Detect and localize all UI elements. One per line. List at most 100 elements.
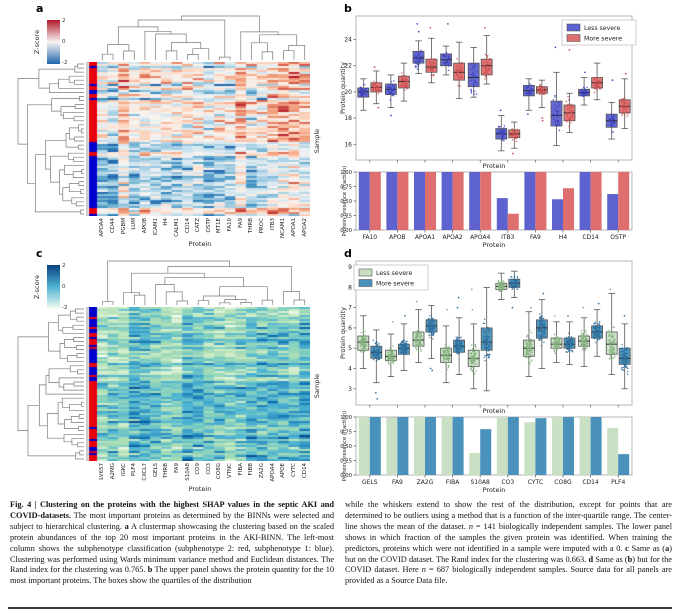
svg-text:FA9: FA9	[392, 479, 403, 486]
column-label-CD14: CD14	[301, 463, 308, 479]
column-label-LV657: LV657	[99, 463, 106, 480]
svg-text:Less severe: Less severe	[376, 270, 412, 277]
box-group-PLF4	[605, 288, 631, 390]
caption-segment: ) but for the COVID dataset. Here	[345, 554, 672, 575]
svg-text:APOA4: APOA4	[470, 234, 490, 241]
svg-text:CD14: CD14	[582, 234, 599, 241]
svg-text:1.00: 1.00	[340, 170, 352, 176]
svg-text:0.00: 0.00	[340, 473, 352, 479]
bottom-rule	[8, 607, 672, 609]
colorbar-tick: 0	[62, 39, 66, 45]
boxplot-chart-b: 16 18 20 22 24 Protein quantity Protein Less se…	[339, 15, 637, 249]
svg-text:Protein: Protein	[483, 162, 506, 170]
box-group-CYTC	[522, 292, 548, 378]
box-group-CO8G	[550, 314, 576, 365]
legend-svgD: Less severe More severe	[353, 264, 429, 291]
svg-text:CD14: CD14	[582, 479, 599, 486]
svg-text:Less severe: Less severe	[584, 25, 620, 32]
svg-text:Protein presence (fraction): Protein presence (fraction)	[342, 411, 348, 482]
box-group-CD14	[578, 302, 604, 367]
colorbar-a	[47, 20, 60, 64]
colorbar-tick: 2	[62, 18, 66, 24]
column-label-PLF4: PLF4	[131, 463, 138, 477]
boxplot-chart-d: 3 4 5 6 7 8 9 Protein quantity Protein Less sever…	[339, 260, 633, 494]
svg-text:0.25: 0.25	[340, 459, 352, 465]
column-dendrogram-a	[101, 15, 306, 60]
box-group-APOA1	[412, 23, 438, 84]
column-label-ITB3: ITB3	[269, 218, 276, 231]
caption-segment: The upper panel shows the protein quanti…	[10, 565, 334, 586]
svg-text:0.25: 0.25	[340, 214, 352, 220]
box-group-FA9	[385, 314, 410, 378]
colorbar-tick: -2	[62, 60, 68, 66]
svg-text:3: 3	[348, 386, 352, 393]
svg-text:CO8G: CO8G	[554, 479, 572, 486]
column-label-NCAM1: NCAM1	[280, 218, 287, 238]
svg-text:Protein quantity: Protein quantity	[339, 62, 347, 114]
panel-d-boxplots-covid: d 3 4 5 6 7 8 9 Protein quantity Protein Less sev…	[339, 245, 680, 494]
svg-text:Protein presence (fraction): Protein presence (fraction)	[342, 166, 348, 237]
caption-segment: = 141 biologically independent samples. …	[345, 521, 673, 553]
caption-segment: b	[147, 565, 153, 575]
svg-text:16: 16	[344, 141, 352, 148]
caption-segment: ) but on the COVID dataset. The Rand ind…	[345, 543, 672, 564]
box-group-FA9	[522, 78, 548, 122]
panel-d-letter: d	[344, 247, 352, 260]
box-group-APOA2	[440, 23, 465, 99]
svg-text:20: 20	[344, 89, 352, 96]
svg-text:CYTC: CYTC	[528, 479, 543, 486]
caption-segment: Fig. 4 | Clustering on the proteins with…	[10, 500, 334, 520]
box-group-OSTP	[605, 72, 631, 140]
box-group-FA10	[357, 66, 383, 111]
sample-axis-label-c: Sample	[313, 373, 321, 399]
svg-text:0.75: 0.75	[340, 430, 352, 436]
column-label-APOA2: APOA2	[301, 218, 308, 237]
column-label-IGKC: IGKC	[120, 463, 127, 477]
caption-segment: n	[468, 521, 473, 531]
svg-text:7: 7	[348, 305, 352, 312]
panel-a-clustermap-aki: a Z-score APOA4 CD44 PGBM LUM APOB ICAM1 H4 CAL…	[0, 0, 340, 248]
box-group-ITB3	[495, 109, 521, 155]
caption-segment: A clustermap showcasing the clustering b…	[10, 521, 334, 575]
column-dendrogram-c	[101, 260, 306, 305]
box-group-CO3	[495, 270, 521, 309]
caption-segment: = 687 biologically independent samples. …	[345, 565, 672, 586]
caption-segment: The most important proteins as determine…	[10, 510, 334, 531]
column-label-CD44: CD44	[109, 218, 116, 234]
svg-text:5: 5	[348, 345, 352, 352]
box-group-APOA4	[467, 26, 493, 98]
caption-left-column: Fig. 4 | Clustering on the proteins with…	[10, 500, 334, 608]
svg-text:4: 4	[348, 365, 352, 372]
svg-text:OSTP: OSTP	[610, 234, 626, 241]
box-group-FIBA	[440, 296, 465, 384]
caption-segment: d	[588, 554, 594, 564]
caption-segment: Same as (	[628, 543, 666, 553]
colorbar-title-c: Z-score	[33, 274, 41, 300]
svg-text:APOB: APOB	[389, 234, 406, 241]
caption-segment: while the whiskers extend to show the re…	[345, 500, 672, 531]
svg-text:Protein quantity: Protein quantity	[339, 307, 347, 359]
svg-text:0.50: 0.50	[340, 199, 352, 205]
box-group-GELS	[357, 315, 383, 400]
caption-segment: a	[665, 543, 670, 553]
column-label-PGBM: PGBM	[120, 218, 127, 235]
colorbar-c	[47, 265, 60, 309]
caption-segment: b	[627, 554, 633, 564]
svg-text:APOA2: APOA2	[442, 234, 462, 241]
svg-text:S10A8: S10A8	[471, 479, 491, 486]
svg-text:APOA1: APOA1	[415, 234, 435, 241]
caption-segment: n	[421, 565, 426, 575]
svg-text:0.75: 0.75	[340, 185, 352, 191]
svg-text:GELS: GELS	[362, 479, 378, 486]
column-label-APOA4: APOA4	[269, 463, 276, 482]
panel-c-clustermap-covid: c Z-score LV657 A2MG IGKC PLF4 CXCL7 GELS THRB…	[0, 245, 340, 493]
column-label-LUM: LUM	[131, 218, 138, 230]
x-axis-label-c: Protein	[188, 485, 212, 493]
column-label-A2MG: A2MG	[109, 463, 116, 480]
row-dendrogram-a	[17, 63, 84, 215]
heatmap-c	[86, 307, 310, 461]
sample-axis-label-a: Sample	[313, 128, 321, 154]
